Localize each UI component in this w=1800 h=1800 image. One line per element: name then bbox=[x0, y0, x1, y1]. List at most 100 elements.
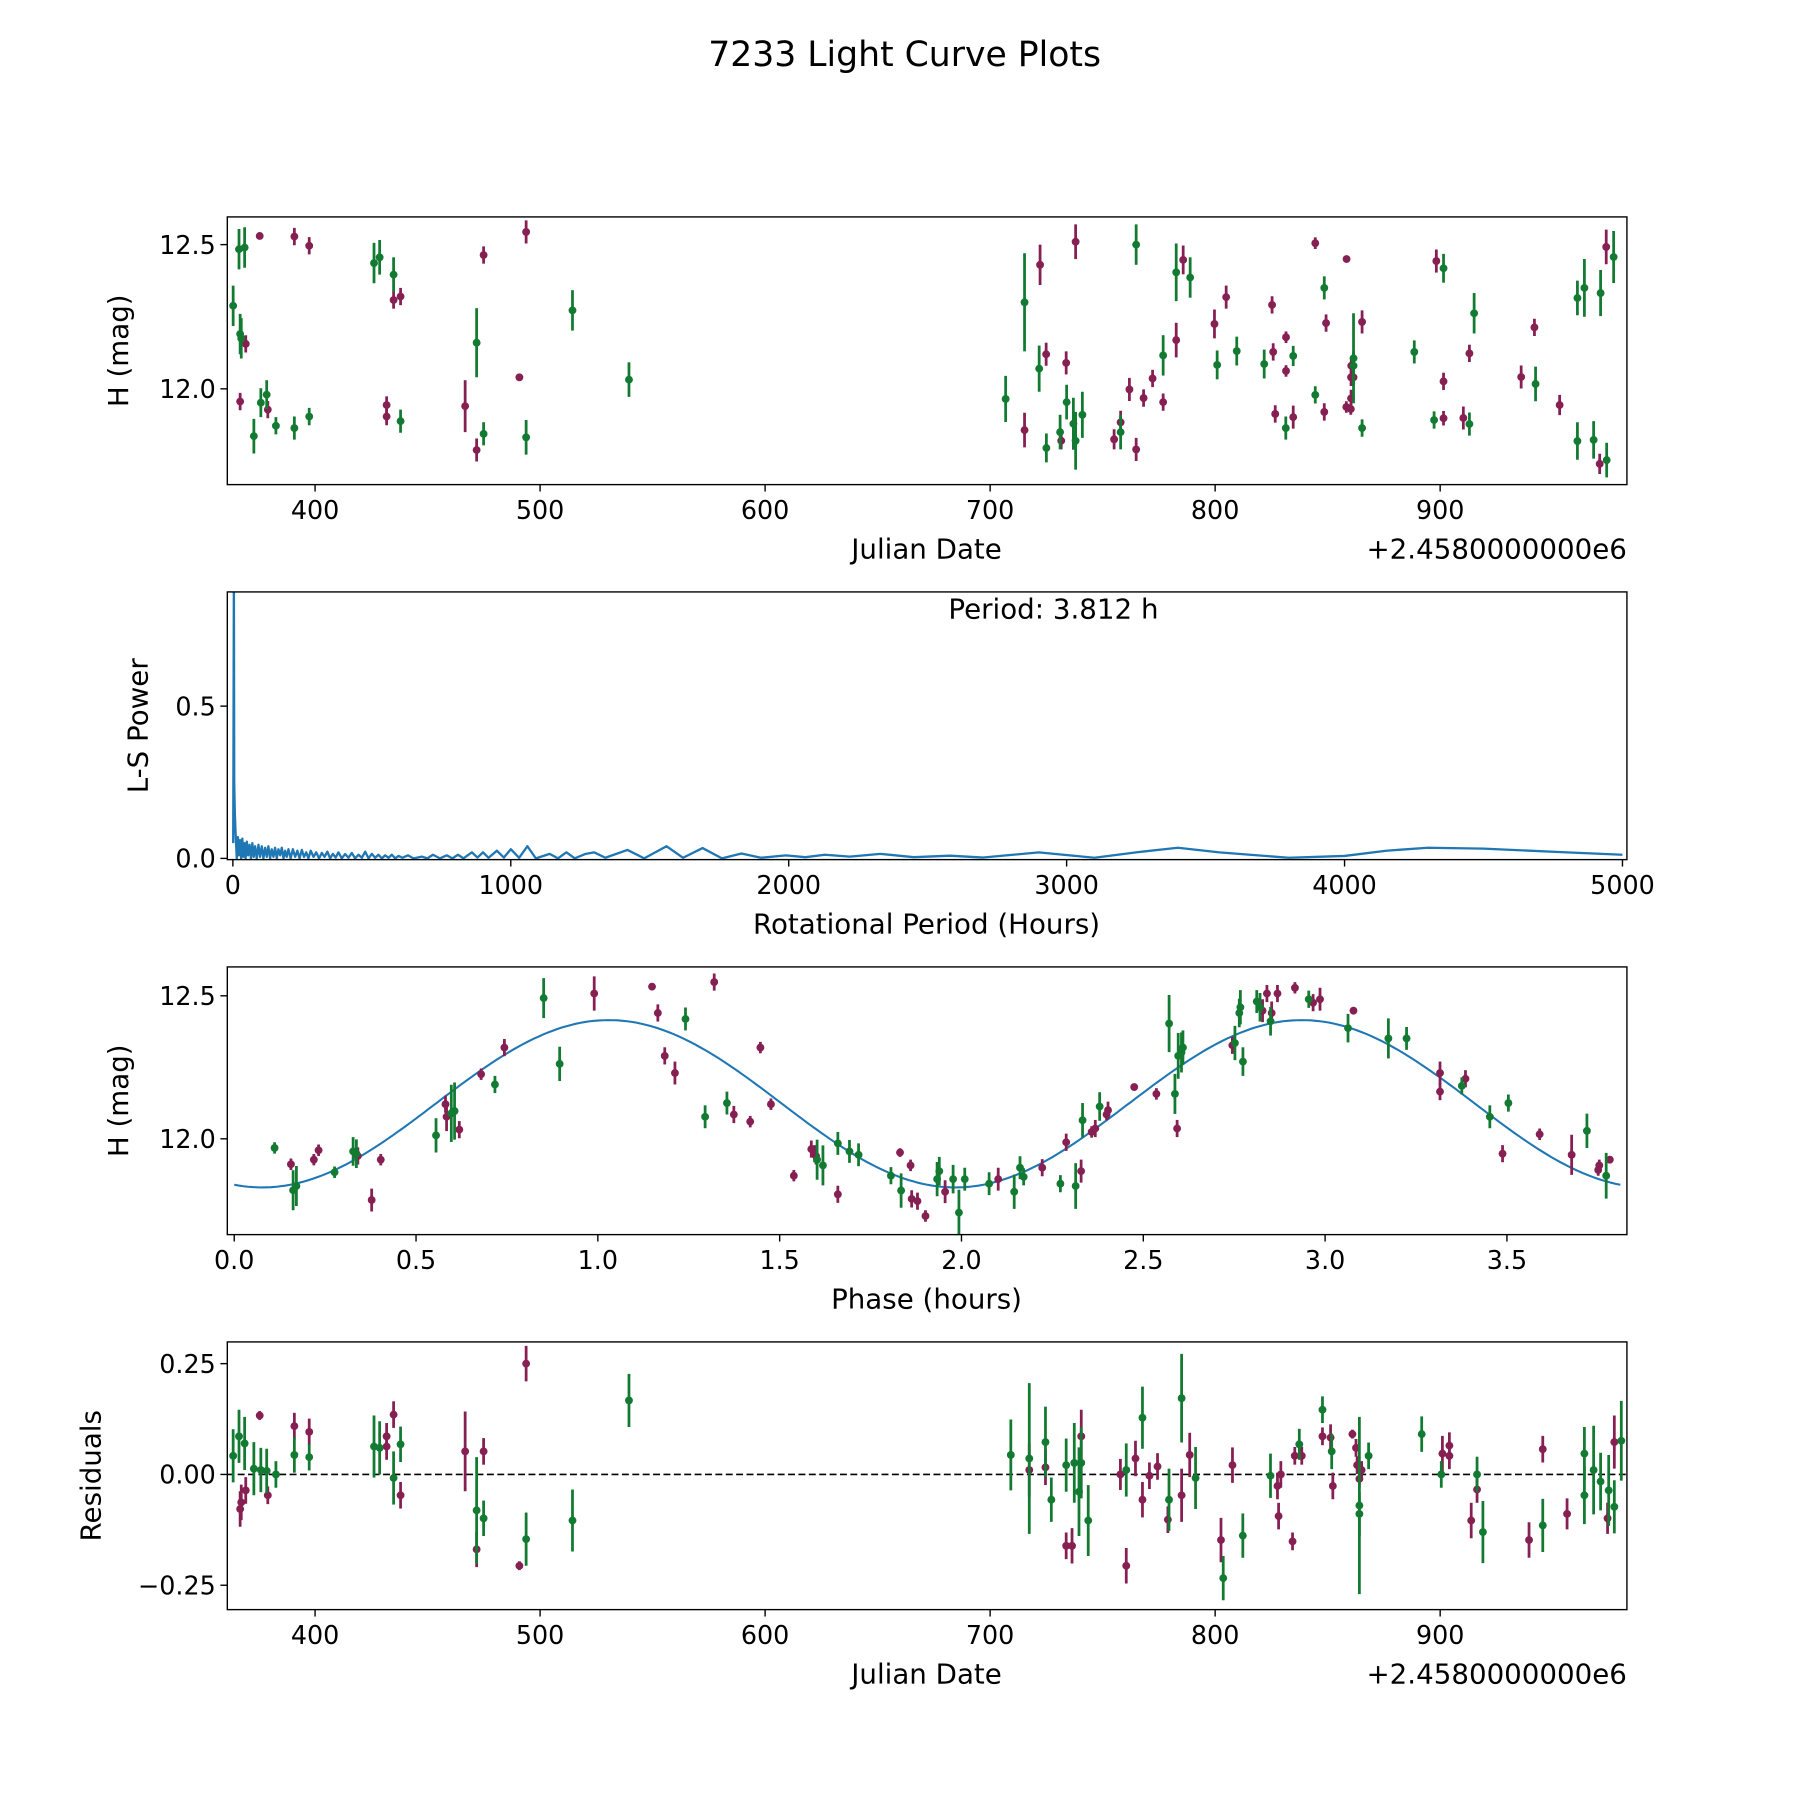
marker bbox=[515, 373, 524, 382]
data-point-green bbox=[935, 1156, 944, 1186]
marker bbox=[352, 1149, 361, 1158]
data-point-green bbox=[1020, 253, 1029, 352]
marker bbox=[1348, 1430, 1357, 1439]
marker bbox=[1001, 395, 1010, 403]
data-point-green bbox=[1084, 1485, 1093, 1556]
marker bbox=[1231, 1039, 1239, 1047]
data-point-green bbox=[235, 1409, 243, 1463]
data-point-maroon bbox=[941, 1180, 950, 1204]
marker bbox=[1186, 273, 1195, 282]
data-point-green bbox=[450, 1082, 459, 1140]
data-point-maroon bbox=[1077, 1159, 1086, 1183]
x-tick-label: 900 bbox=[1416, 495, 1464, 525]
marker bbox=[382, 401, 391, 409]
data-point-maroon bbox=[789, 1169, 798, 1182]
data-point-maroon bbox=[1274, 1502, 1283, 1530]
marker bbox=[1589, 1466, 1598, 1474]
marker bbox=[477, 1070, 486, 1079]
data-point-green bbox=[833, 1131, 842, 1155]
marker bbox=[1349, 361, 1358, 370]
marker bbox=[389, 296, 398, 304]
marker bbox=[1567, 1150, 1576, 1159]
light-curve-plot-area bbox=[229, 220, 1618, 478]
marker bbox=[701, 1112, 710, 1121]
data-point-green bbox=[897, 1173, 906, 1208]
data-point-maroon bbox=[1348, 1429, 1357, 1439]
marker bbox=[1461, 1074, 1470, 1083]
data-point-green bbox=[1001, 375, 1010, 423]
marker bbox=[305, 241, 314, 250]
periodogram-plot-area bbox=[232, 591, 1623, 860]
data-point-green bbox=[1071, 1163, 1080, 1209]
data-point-maroon bbox=[236, 392, 245, 411]
marker bbox=[1273, 1482, 1282, 1490]
marker bbox=[1071, 237, 1080, 246]
data-point-maroon bbox=[833, 1185, 842, 1203]
y-tick-label: 12.0 bbox=[159, 374, 216, 404]
marker bbox=[271, 1470, 280, 1479]
marker bbox=[376, 1155, 385, 1164]
data-point-maroon bbox=[305, 1418, 314, 1446]
data-point-maroon bbox=[455, 1121, 464, 1139]
data-point-green bbox=[960, 1167, 969, 1191]
marker bbox=[450, 1107, 459, 1115]
marker bbox=[1358, 424, 1366, 432]
data-point-green bbox=[539, 978, 548, 1019]
data-point-maroon bbox=[396, 287, 405, 306]
data-point-maroon bbox=[1153, 1453, 1162, 1480]
data-point-green bbox=[1219, 1555, 1228, 1601]
marker bbox=[1609, 253, 1618, 261]
marker bbox=[455, 1125, 464, 1134]
marker bbox=[653, 1009, 662, 1017]
marker bbox=[1402, 1034, 1411, 1043]
marker bbox=[1228, 1461, 1237, 1470]
marker bbox=[1138, 1413, 1147, 1422]
marker bbox=[1042, 350, 1051, 359]
data-point-maroon bbox=[1342, 255, 1351, 263]
data-point-green bbox=[1358, 419, 1366, 437]
marker bbox=[1436, 1069, 1444, 1077]
marker bbox=[1091, 1124, 1100, 1133]
data-point-maroon bbox=[1139, 389, 1148, 407]
marker bbox=[1320, 283, 1329, 292]
marker bbox=[1355, 1509, 1364, 1518]
periodogram-ylabel: L-S Power bbox=[122, 658, 155, 794]
marker bbox=[1342, 255, 1351, 263]
data-point-maroon bbox=[921, 1210, 930, 1222]
marker bbox=[305, 1453, 314, 1462]
data-point-green bbox=[1179, 1030, 1187, 1065]
x-tick-label: 1000 bbox=[478, 870, 543, 900]
marker bbox=[1016, 1163, 1024, 1172]
data-point-green bbox=[1256, 992, 1264, 1022]
residuals-xlabel: Julian Date bbox=[849, 1657, 1002, 1690]
x-tick-label: 0 bbox=[225, 870, 241, 900]
marker bbox=[1191, 1474, 1200, 1482]
data-point-green bbox=[1439, 253, 1448, 283]
marker bbox=[290, 232, 299, 241]
data-point-green bbox=[1602, 442, 1611, 478]
marker bbox=[1595, 459, 1604, 468]
data-point-maroon bbox=[1282, 331, 1290, 343]
data-point-green bbox=[1236, 990, 1245, 1025]
data-point-green bbox=[1132, 224, 1141, 265]
data-point-green bbox=[1602, 1152, 1611, 1199]
data-point-green bbox=[625, 362, 633, 397]
data-point-green bbox=[1538, 1498, 1547, 1552]
x-tick-label: 3000 bbox=[1034, 870, 1099, 900]
marker bbox=[1152, 1089, 1161, 1098]
marker bbox=[1047, 1495, 1056, 1504]
marker bbox=[1145, 1471, 1154, 1480]
data-point-maroon bbox=[1602, 229, 1611, 265]
x-tick-label: 2.5 bbox=[1123, 1245, 1163, 1275]
marker bbox=[1177, 1491, 1186, 1500]
data-point-maroon bbox=[515, 373, 524, 382]
x-tick-label: 600 bbox=[741, 1620, 789, 1650]
data-point-maroon bbox=[477, 1068, 486, 1080]
data-point-maroon bbox=[479, 1438, 488, 1465]
data-point-green bbox=[1232, 336, 1241, 366]
marker bbox=[1232, 347, 1241, 355]
data-point-maroon bbox=[1276, 1461, 1285, 1488]
marker bbox=[396, 1491, 405, 1500]
x-tick-label: 500 bbox=[516, 495, 564, 525]
marker bbox=[1268, 300, 1276, 309]
